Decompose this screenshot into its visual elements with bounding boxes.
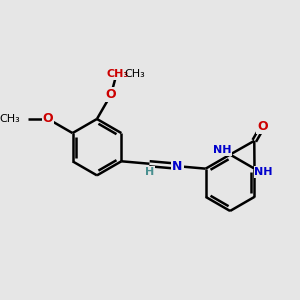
Text: N: N xyxy=(172,160,183,173)
Text: CH₃: CH₃ xyxy=(106,69,129,79)
Text: O: O xyxy=(257,120,268,133)
Text: CH₃: CH₃ xyxy=(0,114,20,124)
Text: NH: NH xyxy=(213,145,231,155)
Text: O: O xyxy=(43,112,53,125)
Text: NH: NH xyxy=(254,167,273,177)
Text: N: N xyxy=(172,160,183,173)
Text: H: H xyxy=(145,167,154,177)
Text: CH₃: CH₃ xyxy=(124,69,145,79)
Text: O: O xyxy=(106,88,116,101)
Text: O: O xyxy=(106,88,116,101)
